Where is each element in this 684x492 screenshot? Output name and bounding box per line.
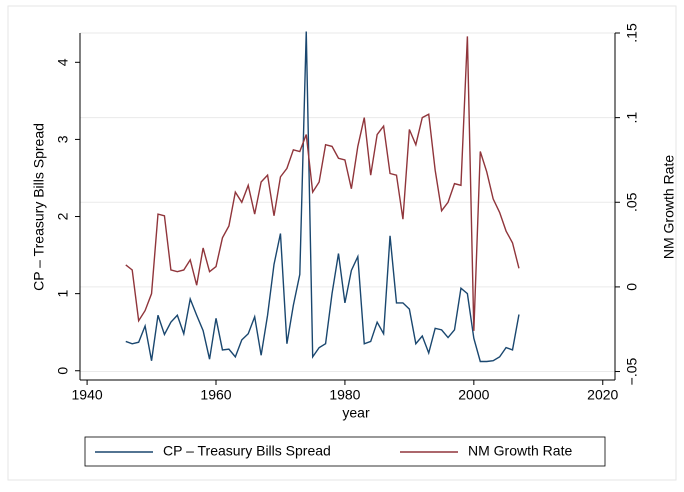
y-tick-label: 0: [55, 367, 71, 375]
y2-tick-label: .1: [624, 112, 640, 124]
x-tick-label: 1980: [329, 387, 360, 403]
legend-label: NM Growth Rate: [468, 443, 572, 459]
y2-tick-label: .15: [624, 23, 640, 43]
y-tick-label: 3: [55, 135, 71, 143]
x-tick-label: 2000: [458, 387, 489, 403]
x-tick-label: 1940: [72, 387, 103, 403]
y2-axis-title: NM Growth Rate: [661, 155, 677, 259]
plot-area: [80, 33, 615, 380]
y-axis-title: CP – Treasury Bills Spread: [31, 123, 47, 291]
y2-tick-label: −.05: [624, 358, 640, 386]
x-axis-title: year: [342, 405, 370, 421]
y-tick-label: 4: [55, 58, 71, 66]
y2-tick-label: 0: [624, 283, 640, 291]
series-line: [125, 31, 520, 363]
series-line: [125, 36, 520, 331]
legend-label: CP – Treasury Bills Spread: [163, 443, 331, 459]
y-tick-label: 2: [55, 212, 71, 220]
x-tick-label: 1960: [200, 387, 231, 403]
y-tick-label: 1: [55, 290, 71, 298]
x-tick-label: 2020: [587, 387, 618, 403]
legend: [84, 436, 606, 467]
y2-tick-label: .05: [624, 192, 640, 212]
